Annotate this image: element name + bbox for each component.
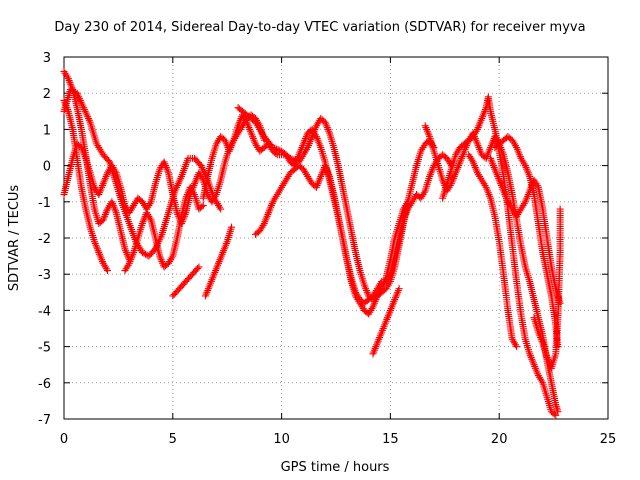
- series-track-h: [199, 111, 455, 307]
- data-point: [274, 146, 282, 154]
- x-tick-label: 25: [600, 432, 617, 447]
- y-axis-label: SDTVAR / TECUs: [7, 185, 22, 292]
- data-point: [217, 205, 225, 213]
- y-tick-label: 3: [43, 51, 51, 66]
- data-point: [199, 201, 207, 209]
- series-track-m: [439, 93, 560, 419]
- x-axis-label: GPS time / hours: [281, 460, 390, 475]
- series-track-q: [530, 205, 564, 372]
- data-point: [195, 263, 203, 271]
- data-point: [513, 343, 521, 351]
- data-point: [556, 299, 564, 307]
- data-series: [60, 67, 564, 419]
- data-point: [554, 408, 562, 416]
- data-point: [556, 205, 564, 213]
- y-tick-label: -7: [38, 413, 51, 428]
- data-point: [269, 144, 277, 151]
- x-tick-labels: 0 5 10 15 20 25: [60, 432, 616, 447]
- series-track-j: [251, 162, 412, 318]
- data-point: [104, 267, 112, 275]
- x-tick-label: 20: [491, 432, 508, 447]
- grid-lines: [64, 57, 608, 419]
- y-tick-label: -5: [38, 341, 51, 356]
- x-tick-label: 5: [169, 432, 177, 447]
- y-tick-label: -6: [38, 377, 51, 392]
- y-tick-label: 1: [43, 123, 51, 138]
- series-track-n: [465, 151, 521, 351]
- chart-title: Day 230 of 2014, Sidereal Day-to-day VTE…: [54, 20, 585, 35]
- series-track-c: [60, 86, 225, 260]
- data-point: [288, 155, 296, 163]
- series-track-g: [201, 223, 236, 300]
- series-track-k: [369, 285, 403, 358]
- y-tick-labels: -7 -6 -5 -4 -3 -2 -1 0 1 2 3: [38, 51, 51, 428]
- data-point: [286, 154, 294, 162]
- data-point: [290, 156, 298, 164]
- y-tick-label: -2: [38, 232, 51, 247]
- data-point: [272, 150, 280, 158]
- data-point: [198, 203, 206, 211]
- data-point: [552, 411, 560, 419]
- data-point: [404, 198, 412, 206]
- series-track-e: [121, 183, 207, 275]
- series-track-f: [169, 263, 203, 300]
- y-tick-label: 2: [43, 87, 51, 102]
- data-point: [271, 144, 279, 152]
- y-tick-label: 0: [43, 160, 51, 175]
- data-point: [550, 410, 558, 418]
- series-track-l: [421, 122, 562, 416]
- data-point: [194, 264, 202, 272]
- data-point: [228, 223, 236, 231]
- y-tick-label: -1: [38, 196, 51, 211]
- x-tick-label: 15: [382, 432, 399, 447]
- y-tick-label: -3: [38, 268, 51, 283]
- x-tick-label: 10: [273, 432, 290, 447]
- data-point: [395, 285, 403, 293]
- x-tick-label: 0: [60, 432, 68, 447]
- y-tick-label: -4: [38, 304, 51, 319]
- data-point: [272, 145, 280, 153]
